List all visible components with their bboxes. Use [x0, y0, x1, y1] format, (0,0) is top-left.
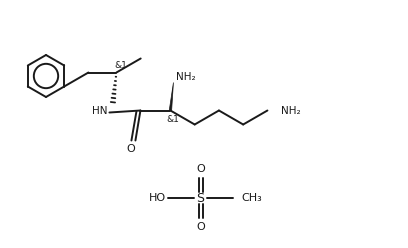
- Polygon shape: [169, 83, 173, 111]
- Text: &1: &1: [114, 61, 127, 70]
- Text: HO: HO: [149, 193, 166, 203]
- Text: O: O: [197, 222, 205, 232]
- Text: &1: &1: [166, 115, 179, 124]
- Text: S: S: [196, 191, 204, 205]
- Text: NH₂: NH₂: [175, 72, 195, 83]
- Text: CH₃: CH₃: [241, 193, 262, 203]
- Text: O: O: [197, 164, 205, 174]
- Text: O: O: [126, 145, 135, 155]
- Text: NH₂: NH₂: [282, 105, 301, 116]
- Text: HN: HN: [92, 105, 107, 116]
